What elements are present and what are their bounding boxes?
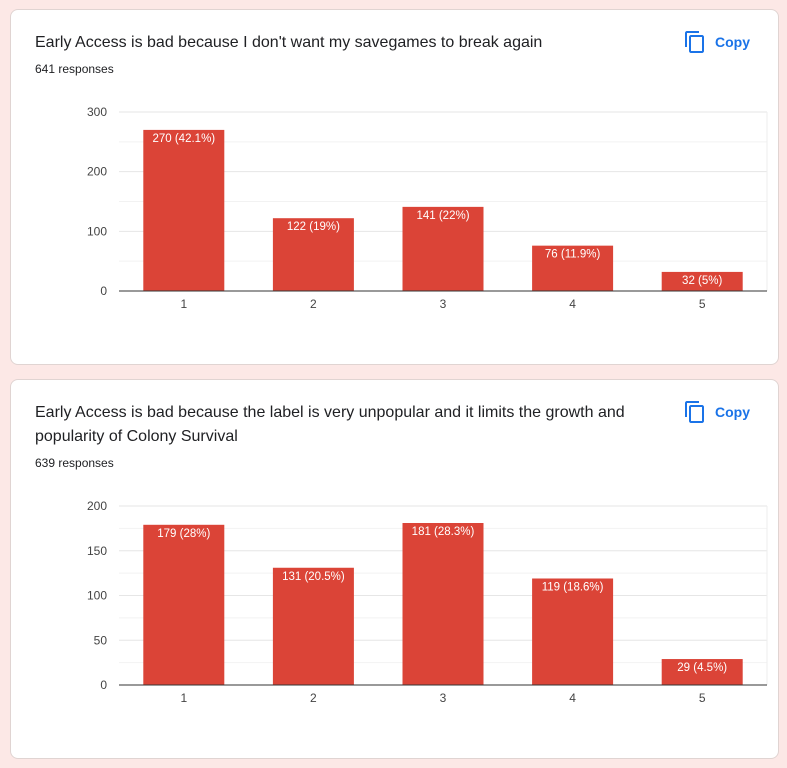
- x-tick-label: 2: [310, 297, 317, 311]
- bar-data-label: 29 (4.5%): [677, 662, 727, 674]
- bar: [661, 271, 743, 291]
- copy-icon: [685, 401, 704, 423]
- bar-data-label: 76 (11.9%): [545, 249, 601, 261]
- bar: [402, 523, 484, 685]
- bar-data-label: 119 (18.6%): [542, 581, 604, 593]
- copy-chart-button[interactable]: Copy: [679, 398, 754, 426]
- x-tick-label: 4: [569, 691, 576, 705]
- y-tick-label: 300: [87, 105, 107, 119]
- bar-data-label: 32 (5%): [682, 275, 722, 287]
- x-tick-label: 3: [440, 297, 447, 311]
- response-count: 641 responses: [35, 62, 114, 76]
- question-title: Early Access is bad because the label is…: [35, 404, 625, 445]
- y-tick-label: 50: [94, 633, 108, 647]
- x-tick-label: 2: [310, 691, 317, 705]
- x-tick-label: 1: [180, 297, 187, 311]
- bar-chart: 0 50 100 150 200 179 (28%) 1 131 (20.5%) 2 181 (2…: [87, 499, 768, 705]
- bar-data-label: 270 (42.1%): [152, 133, 215, 145]
- question-card-2: Early Access is bad because the label is…: [10, 379, 779, 759]
- copy-label: Copy: [715, 34, 750, 50]
- bar: [272, 567, 354, 685]
- y-tick-label: 0: [100, 284, 107, 298]
- x-tick-label: 3: [440, 691, 447, 705]
- bar: [143, 129, 225, 291]
- question-title: Early Access is bad because I don't want…: [35, 34, 543, 51]
- x-tick-label: 5: [699, 691, 706, 705]
- bar: [532, 245, 614, 291]
- bar-data-label: 131 (20.5%): [282, 571, 345, 583]
- bar-data-label: 181 (28.3%): [412, 526, 475, 538]
- copy-icon: [685, 31, 704, 53]
- bar: [402, 206, 484, 291]
- bar-data-label: 179 (28%): [157, 528, 210, 540]
- bar: [532, 578, 614, 685]
- y-tick-label: 150: [87, 544, 107, 558]
- x-tick-label: 1: [180, 691, 187, 705]
- y-tick-label: 200: [87, 499, 107, 513]
- bar-data-label: 122 (19%): [287, 221, 340, 233]
- response-count: 639 responses: [35, 456, 114, 470]
- bar-chart: 0 100 200 300 270 (42.1%) 1 122 (19%) 2 141 (22%…: [87, 105, 768, 311]
- y-tick-label: 100: [87, 589, 107, 603]
- x-tick-label: 4: [569, 297, 576, 311]
- y-tick-label: 100: [87, 224, 107, 238]
- question-card-1: Early Access is bad because I don't want…: [10, 9, 779, 365]
- copy-chart-button[interactable]: Copy: [679, 28, 754, 56]
- bar-data-label: 141 (22%): [416, 210, 469, 222]
- x-tick-label: 5: [699, 297, 706, 311]
- copy-label: Copy: [715, 404, 750, 420]
- bar: [661, 659, 743, 685]
- y-tick-label: 200: [87, 165, 107, 179]
- bar: [143, 524, 225, 685]
- bar: [272, 218, 354, 291]
- y-tick-label: 0: [100, 678, 107, 692]
